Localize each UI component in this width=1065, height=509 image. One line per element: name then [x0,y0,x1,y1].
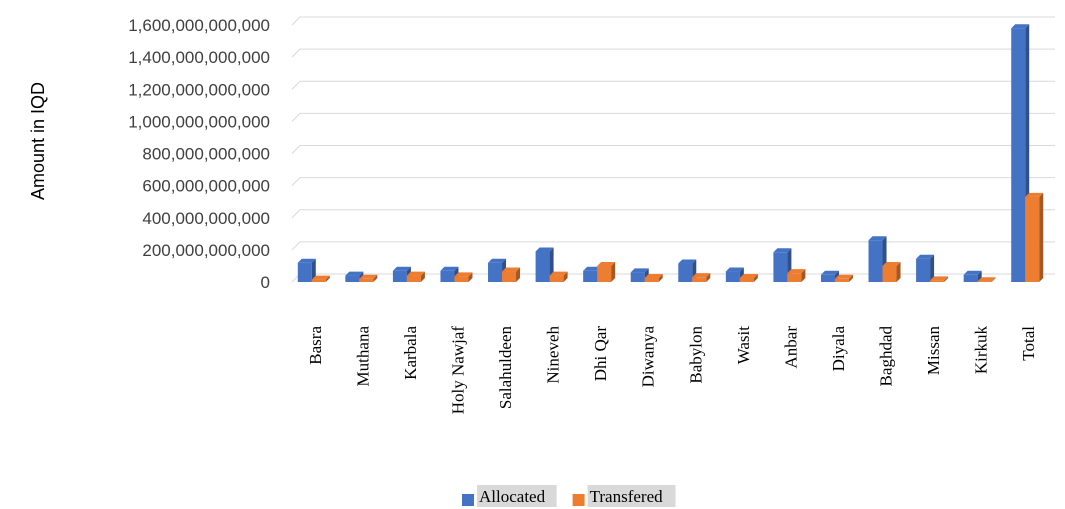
bar-transfered-karbala [406,271,425,282]
legend-label-background [587,485,676,507]
y-tick-label: 1,600,000,000,000 [128,16,270,35]
x-tick-label: Basra [306,326,325,365]
y-tick-label: 1,400,000,000,000 [128,48,270,67]
y-tick-label: 1,200,000,000,000 [128,80,270,99]
x-tick-label: Kirkuk [972,326,991,375]
bar-transfered-babylon [692,273,711,282]
bars [297,24,1044,283]
x-tick-label: Missan [924,326,943,376]
legend-item-transfered: Transfered [572,485,676,507]
x-tick-label: Muthana [353,326,372,387]
gridlines [291,16,1055,283]
bar-transfered-missan [930,276,949,282]
bar-transfered-wasit [739,273,758,282]
gridline [291,177,1055,186]
gridline [291,209,1055,219]
gridline [291,145,1055,154]
y-tick-label: 1,000,000,000,000 [128,112,270,131]
y-tick-label: 0 [261,273,270,292]
stray-annotation: ⁷ [930,361,933,370]
legend-label-background [477,485,557,507]
legend-swatch [462,494,474,506]
bar-transfered-diyala [834,274,853,282]
bar-transfered-dhi-qar [597,261,616,282]
y-tick-label: 400,000,000,000 [142,209,270,228]
legend-label: Allocated [479,487,546,506]
bar-transfered-baghdad [882,261,901,282]
bar-transfered-holy-nawjaf [454,272,473,282]
x-tick-label: Total [1019,326,1038,361]
bar-transfered-nineveh [549,271,568,282]
x-tick-label: Holy Nawjaf [448,326,467,415]
x-tick-label: Dhi Qar [591,326,610,382]
gridline [291,241,1055,251]
y-tick-label: 800,000,000,000 [142,145,270,164]
legend: Allocated Transfered [462,485,676,507]
x-tick-label: Diyala [829,326,848,372]
bar-allocated-missan [916,254,935,282]
x-tick-label: Baghdad [877,326,896,387]
x-tick-label: Wasit [734,326,753,365]
x-tick-label: Karbala [401,326,420,380]
bar-transfered-kirkuk [977,277,996,282]
gridline [291,80,1055,90]
bar-transfered-muthana [359,274,378,282]
y-axis-label: Amount in IQD [28,82,48,200]
legend-item-allocated: Allocated [462,485,557,507]
x-tick-label: Salahuldeen [496,326,515,410]
legend-swatch [572,494,585,506]
bar-allocated-basra [297,258,316,282]
x-tick-label: Diwanya [639,326,658,388]
bar-transfered-anbar [787,269,806,282]
bar-allocated-kirkuk [963,270,982,282]
y-axis-tick-labels: 0 200,000,000,000 400,000,000,000 600,000,0… [128,16,270,292]
bar-transfered-basra [311,275,330,282]
gridline [291,48,1055,58]
bar-transfered-salahuldeen [502,267,521,282]
y-tick-label: 200,000,000,000 [142,241,270,260]
x-axis-tick-labels: Basra Muthana Karbala Holy Nawjaf Salahuldee… [306,326,1038,415]
bar-transfered-total [1025,192,1044,282]
legend-label: Transfered [590,487,664,506]
x-tick-label: Anbar [781,326,800,369]
gridline [291,112,1055,122]
gridline [291,16,1055,26]
x-tick-label: Nineveh [544,326,563,384]
bar-transfered-diwanya [644,273,663,282]
x-tick-label: Babylon [686,326,705,384]
y-tick-label: 600,000,000,000 [142,177,270,196]
